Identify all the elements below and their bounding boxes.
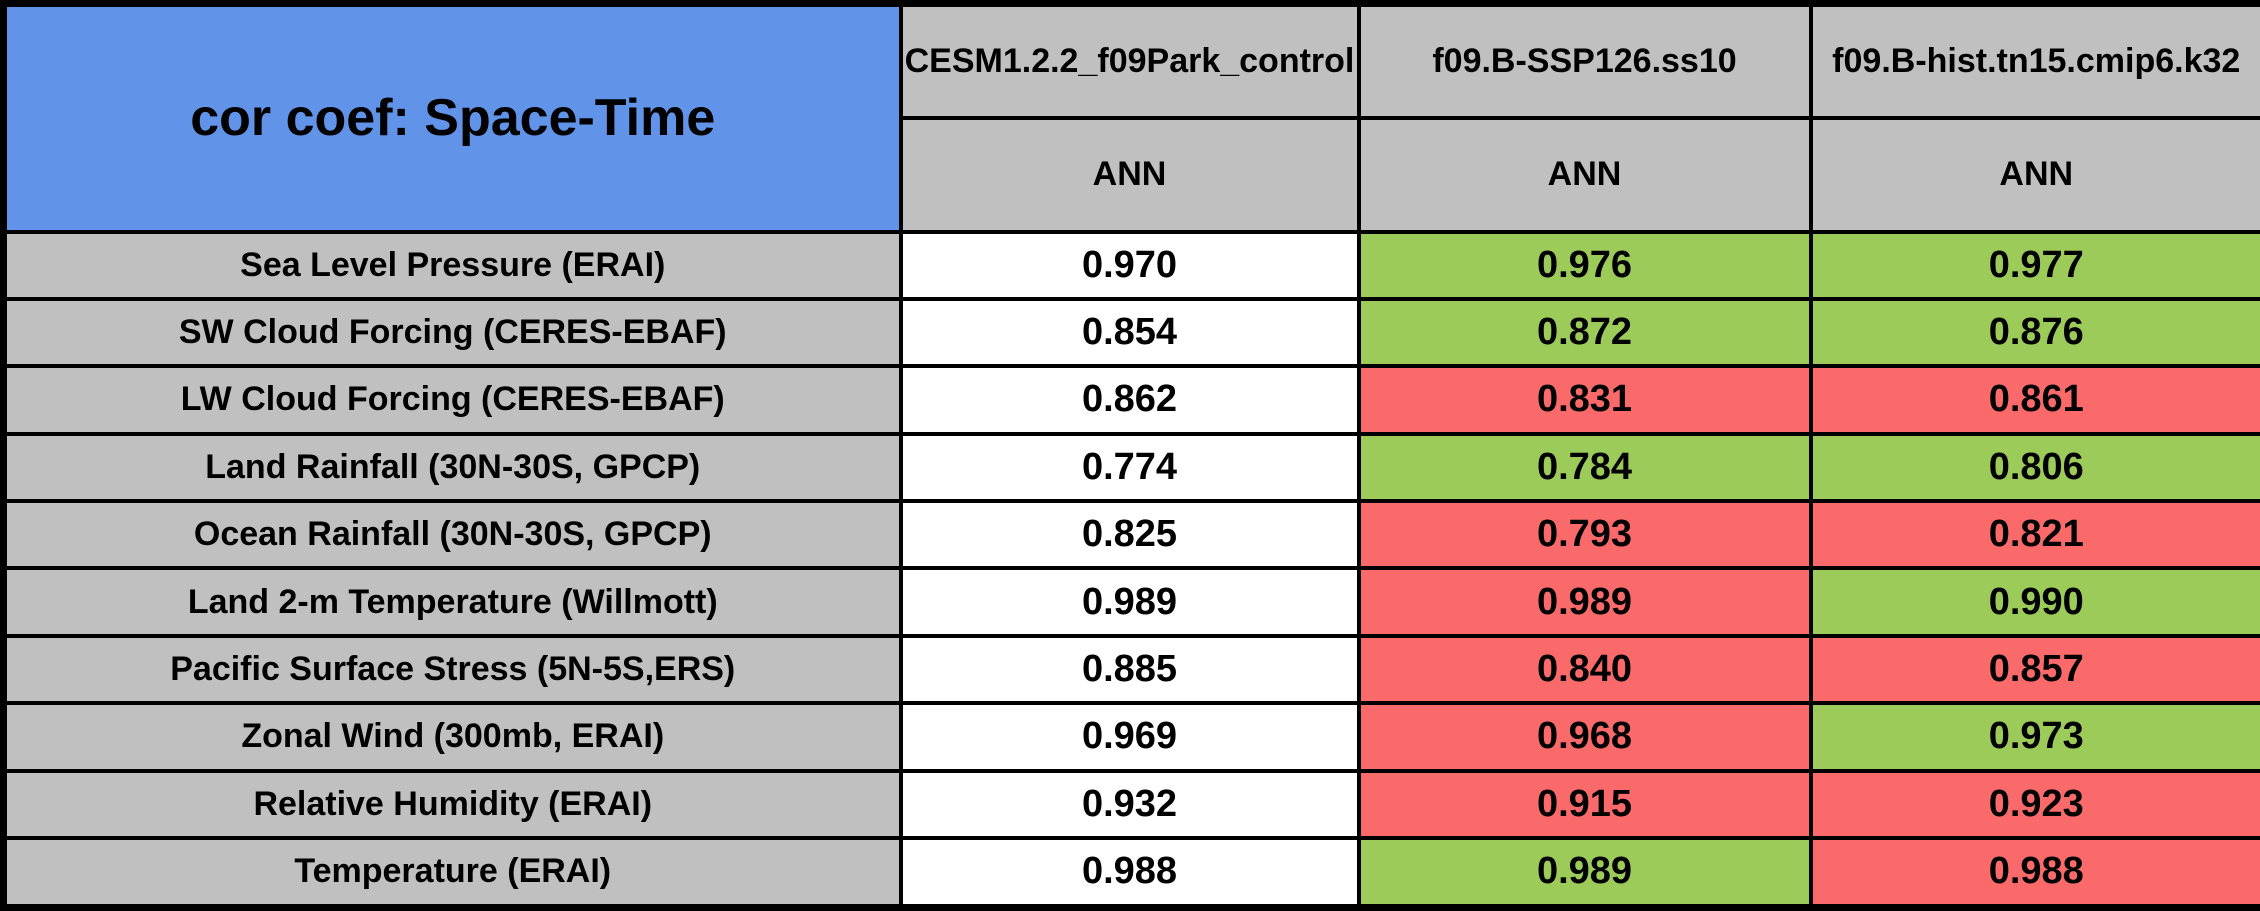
- value-cell: 0.854: [898, 296, 1361, 369]
- value-cell: 0.862: [898, 364, 1361, 436]
- season-subheader-model-3: ANN: [1808, 115, 2260, 234]
- value-cell: 0.840: [1356, 633, 1813, 706]
- value-cell: 0.988: [1808, 835, 2260, 910]
- table-row: Temperature (ERAI) 0.988 0.989 0.988: [1, 835, 2260, 910]
- table-title: cor coef: Space-Time: [1, 1, 903, 234]
- column-header-model-2: f09.B-SSP126.ss10: [1356, 1, 1813, 120]
- value-cell: 0.989: [1356, 566, 1813, 638]
- row-label: Land 2-m Temperature (Willmott): [1, 566, 903, 638]
- value-cell: 0.976: [1356, 229, 1813, 301]
- value-cell: 0.861: [1808, 364, 2260, 436]
- table-row: Sea Level Pressure (ERAI) 0.970 0.976 0.977: [1, 229, 2260, 301]
- row-label: Sea Level Pressure (ERAI): [1, 229, 903, 301]
- value-cell: 0.932: [898, 768, 1361, 840]
- table-row: LW Cloud Forcing (CERES-EBAF) 0.862 0.831 0…: [1, 364, 2260, 436]
- value-cell: 0.857: [1808, 633, 2260, 706]
- value-cell: 0.915: [1356, 768, 1813, 840]
- table-row: Ocean Rainfall (30N-30S, GPCP) 0.825 0.793…: [1, 498, 2260, 571]
- column-header-model-1: CESM1.2.2_f09Park_control: [898, 1, 1361, 120]
- value-cell: 0.989: [1356, 835, 1813, 910]
- value-cell: 0.969: [898, 701, 1361, 773]
- value-cell: 0.821: [1808, 498, 2260, 571]
- value-cell: 0.968: [1356, 701, 1813, 773]
- value-cell: 0.970: [898, 229, 1361, 301]
- row-label: Land Rainfall (30N-30S, GPCP): [1, 431, 903, 504]
- table-row: Land 2-m Temperature (Willmott) 0.989 0.98…: [1, 566, 2260, 638]
- value-cell: 0.988: [898, 835, 1361, 910]
- value-cell: 0.977: [1808, 229, 2260, 301]
- season-subheader-model-2: ANN: [1356, 115, 1813, 234]
- value-cell: 0.825: [898, 498, 1361, 571]
- row-label: SW Cloud Forcing (CERES-EBAF): [1, 296, 903, 369]
- row-label: Relative Humidity (ERAI): [1, 768, 903, 840]
- row-label: Pacific Surface Stress (5N-5S,ERS): [1, 633, 903, 706]
- column-header-model-3: f09.B-hist.tn15.cmip6.k32: [1808, 1, 2260, 120]
- value-cell: 0.784: [1356, 431, 1813, 504]
- row-label: LW Cloud Forcing (CERES-EBAF): [1, 364, 903, 436]
- season-subheader-model-1: ANN: [898, 115, 1361, 234]
- row-label: Temperature (ERAI): [1, 835, 903, 910]
- value-cell: 0.774: [898, 431, 1361, 504]
- table-row: Zonal Wind (300mb, ERAI) 0.969 0.968 0.973: [1, 701, 2260, 773]
- value-cell: 0.872: [1356, 296, 1813, 369]
- row-label: Ocean Rainfall (30N-30S, GPCP): [1, 498, 903, 571]
- table-row: Pacific Surface Stress (5N-5S,ERS) 0.885 0…: [1, 633, 2260, 706]
- row-label: Zonal Wind (300mb, ERAI): [1, 701, 903, 773]
- value-cell: 0.885: [898, 633, 1361, 706]
- value-cell: 0.831: [1356, 364, 1813, 436]
- value-cell: 0.973: [1808, 701, 2260, 773]
- table-row: Land Rainfall (30N-30S, GPCP) 0.774 0.784 0…: [1, 431, 2260, 504]
- value-cell: 0.990: [1808, 566, 2260, 638]
- value-cell: 0.923: [1808, 768, 2260, 840]
- table-row: SW Cloud Forcing (CERES-EBAF) 0.854 0.872 0…: [1, 296, 2260, 369]
- value-cell: 0.793: [1356, 498, 1813, 571]
- value-cell: 0.989: [898, 566, 1361, 638]
- table-row: Relative Humidity (ERAI) 0.932 0.915 0.923: [1, 768, 2260, 840]
- value-cell: 0.806: [1808, 431, 2260, 504]
- value-cell: 0.876: [1808, 296, 2260, 369]
